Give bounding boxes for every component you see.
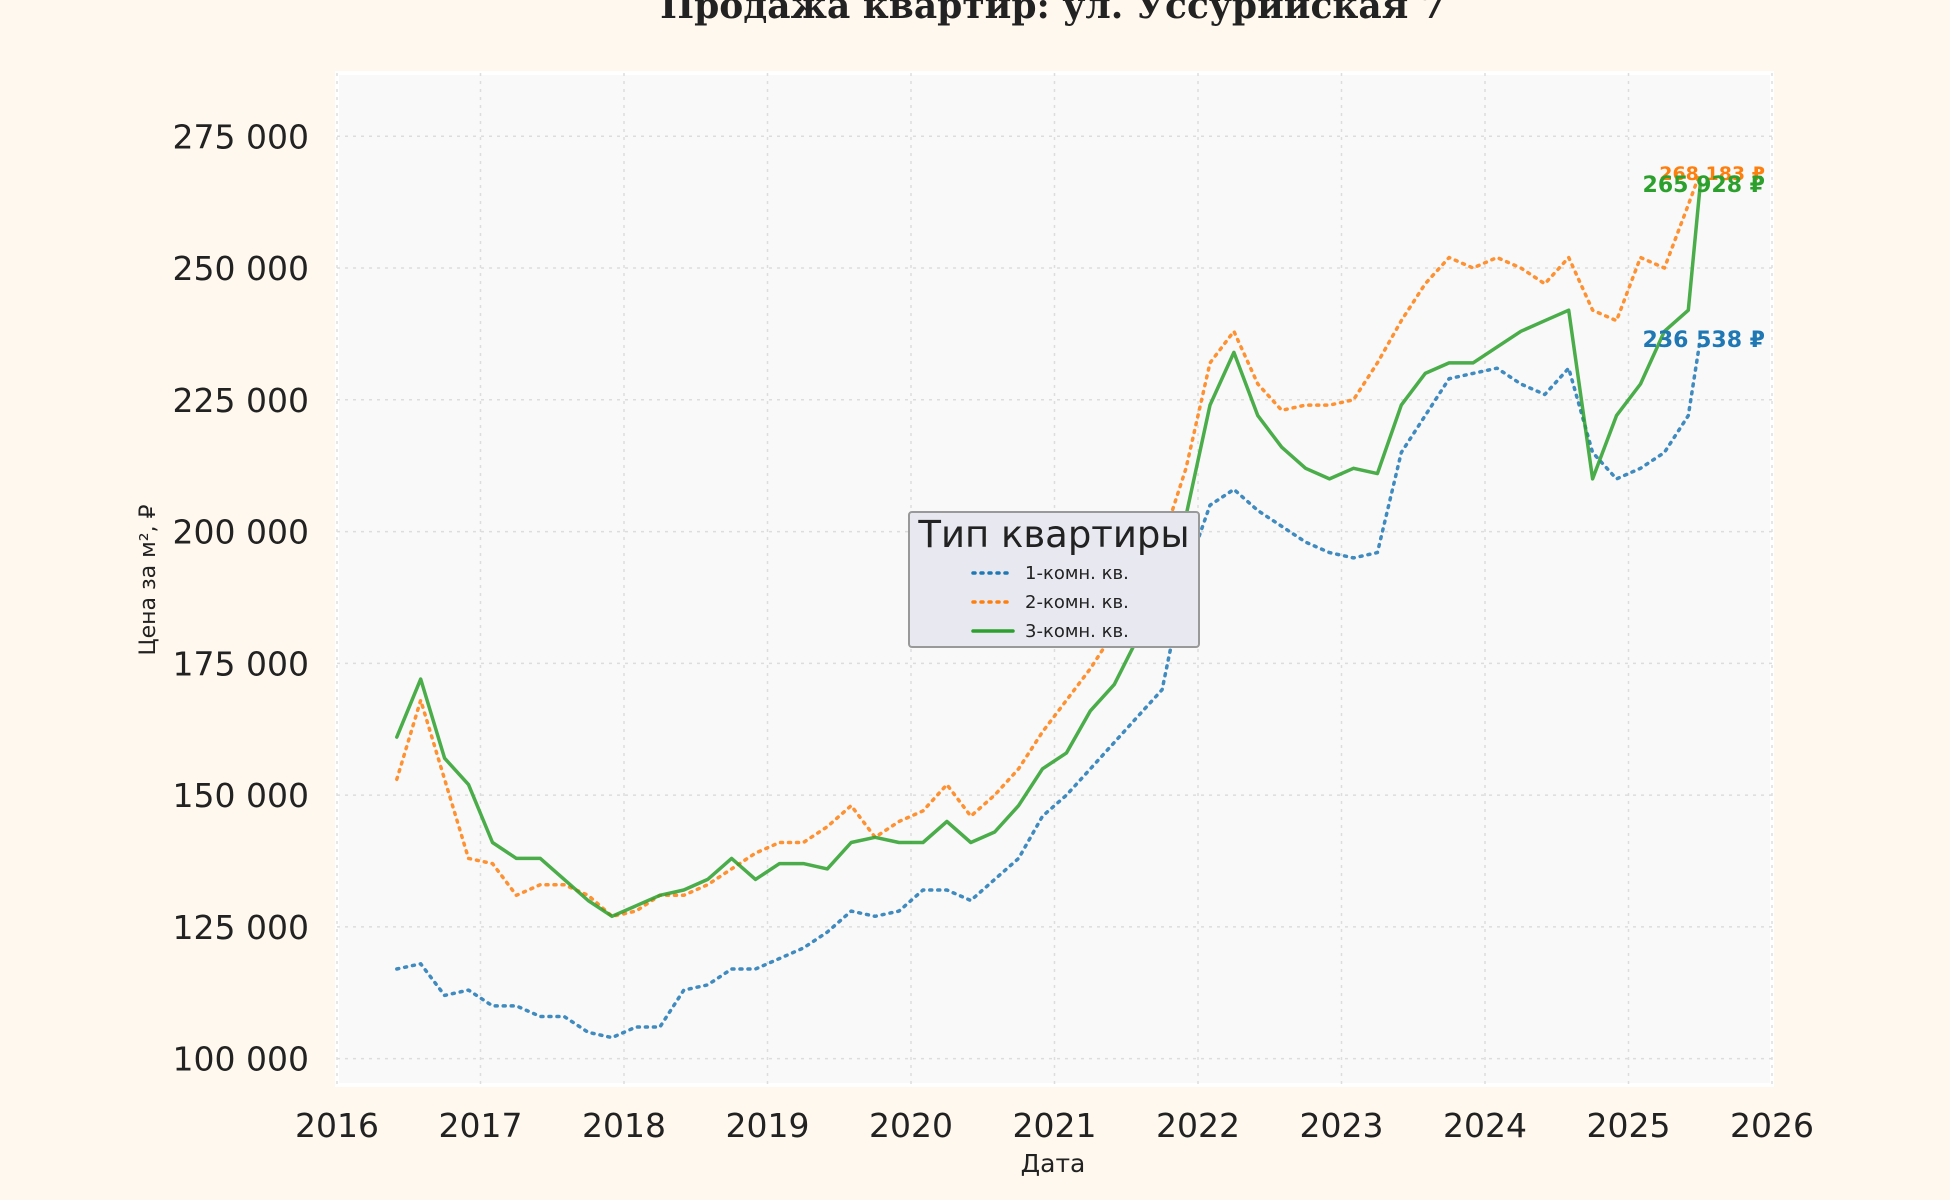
legend-label-2: 2-комн. кв. [1025, 592, 1129, 613]
y-tick-label: 150 000 [173, 776, 309, 815]
x-tick-labels: 2016 2017 2018 2019 2020 2021 2022 2023 2024 2025… [295, 1106, 1814, 1145]
x-tick-label: 2019 [726, 1106, 810, 1145]
series-line-1 [395, 337, 1703, 1040]
y-tick-label: 175 000 [173, 644, 309, 683]
legend-box [908, 511, 1200, 648]
chart-title: Продажа квартир: ул. Уссурийская 7 [660, 0, 1446, 27]
y-tick-label: 200 000 [173, 513, 309, 552]
series-lines [395, 170, 1703, 1040]
series-end-label-3: 265 928 ₽ [1643, 173, 1765, 198]
x-tick-label: 2024 [1443, 1106, 1527, 1145]
x-tick-label: 2023 [1300, 1106, 1384, 1145]
y-tick-label: 125 000 [173, 908, 309, 947]
y-tick-label: 250 000 [173, 249, 309, 288]
series-line-3 [395, 182, 1703, 919]
y-tick-labels: 100 000 125 000 150 000 175 000 200 000 225 0… [173, 117, 309, 1078]
x-tick-label: 2016 [295, 1106, 379, 1145]
x-tick-label: 2025 [1587, 1106, 1671, 1145]
x-tick-label: 2017 [439, 1106, 523, 1145]
x-axis-label: Дата [1021, 1149, 1086, 1178]
series-end-label-2: 268 183 ₽ [1659, 163, 1765, 185]
x-tick-label: 2022 [1156, 1106, 1240, 1145]
series-end-label-1: 236 538 ₽ [1643, 328, 1765, 353]
y-tick-label: 225 000 [173, 381, 309, 420]
y-axis-label: Цена за м², ₽ [136, 504, 161, 655]
y-tick-label: 100 000 [173, 1040, 309, 1079]
legend-label-3: 3-комн. кв. [1025, 621, 1129, 642]
end-labels: 236 538 ₽ 268 183 ₽265 928 ₽ [1643, 163, 1765, 353]
legend-title: Тип квартиры [917, 513, 1189, 556]
x-tick-label: 2021 [1013, 1106, 1097, 1145]
legend: Тип квартиры 1-комн. кв. 2-комн. кв. 3-ком… [908, 511, 1200, 648]
legend-label-1: 1-комн. кв. [1025, 563, 1129, 584]
y-tick-label: 275 000 [173, 117, 309, 156]
x-tick-label: 2026 [1730, 1106, 1814, 1145]
x-tick-label: 2020 [869, 1106, 953, 1145]
x-tick-label: 2018 [582, 1106, 666, 1145]
